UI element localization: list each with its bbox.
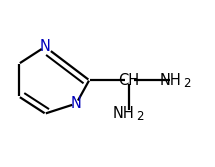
Text: N: N [40,39,51,54]
Text: 2: 2 [136,110,143,123]
Text: NH: NH [113,106,135,121]
Text: NH: NH [160,73,182,88]
Text: CH: CH [118,73,140,88]
Text: 2: 2 [183,77,191,90]
Text: N: N [71,96,82,111]
